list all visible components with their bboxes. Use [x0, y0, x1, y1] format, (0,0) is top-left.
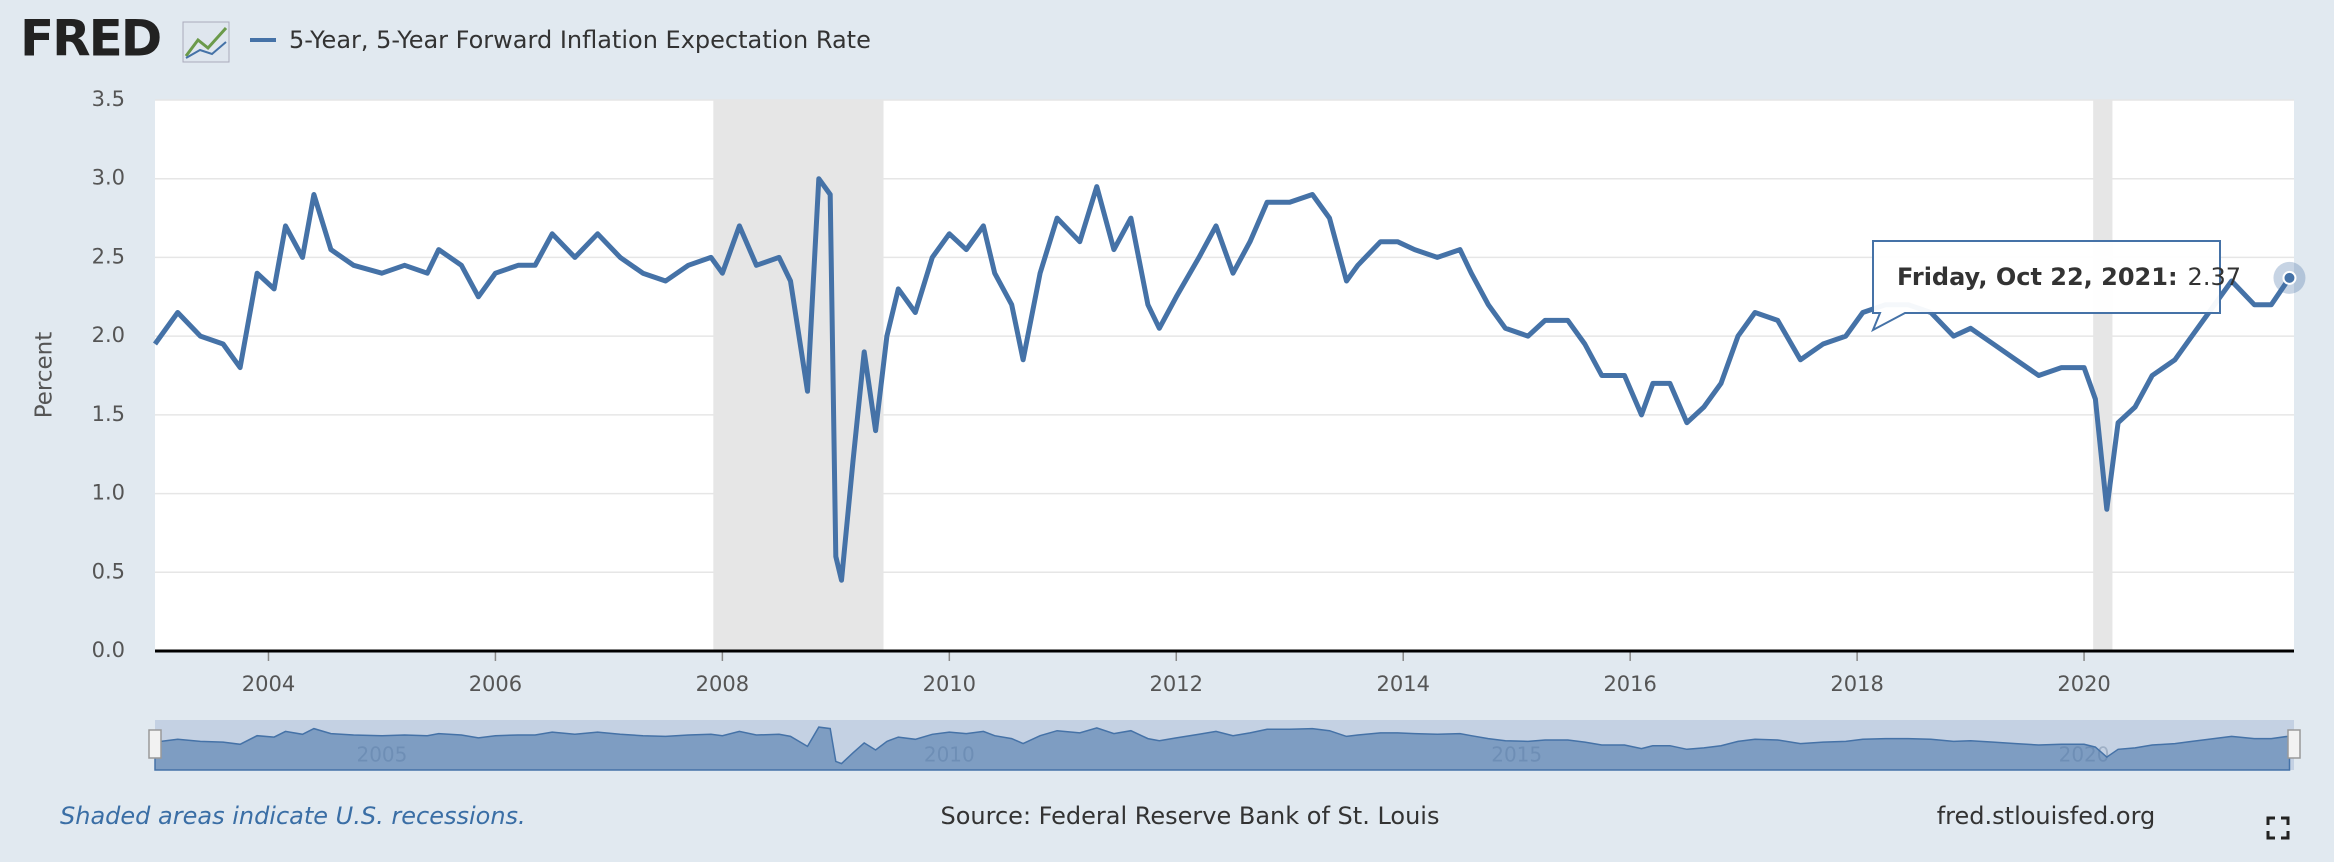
source: Source: Federal Reserve Bank of St. Loui… — [941, 802, 1440, 830]
y-tick-label: 1.5 — [92, 402, 125, 426]
tooltip-date: Friday, Oct 22, 2021: — [1897, 263, 2178, 291]
site-link[interactable]: fred.stlouisfed.org — [1937, 802, 2156, 830]
y-axis-title: Percent — [32, 332, 58, 419]
x-tick-label: 2006 — [469, 672, 522, 696]
legend-label[interactable]: 5-Year, 5-Year Forward Inflation Expecta… — [289, 26, 871, 54]
y-tick-label: 3.0 — [92, 166, 125, 190]
y-tick-label: 3.5 — [92, 87, 125, 111]
recession-band — [2093, 100, 2113, 651]
x-tick-label: 2020 — [2057, 672, 2110, 696]
recession-band — [713, 100, 884, 651]
plot-background — [155, 100, 2294, 651]
x-tick-label: 2004 — [242, 672, 295, 696]
y-tick-label: 2.0 — [92, 323, 125, 347]
y-tick-label: 0.5 — [92, 559, 125, 583]
x-tick-label: 2014 — [1376, 672, 1429, 696]
y-tick-label: 0.0 — [92, 638, 125, 662]
x-tick-label: 2016 — [1603, 672, 1656, 696]
tooltip-text: Friday, Oct 22, 2021: 2.37 — [1897, 263, 2241, 291]
y-tick-label: 1.0 — [92, 481, 125, 505]
fullscreen-icon[interactable] — [2266, 816, 2290, 840]
recession-note: Shaded areas indicate U.S. recessions. — [60, 802, 526, 830]
logo-icon — [182, 21, 230, 63]
x-tick-label: 2010 — [923, 672, 976, 696]
hover-point — [2282, 270, 2297, 285]
tooltip-value: 2.37 — [2188, 263, 2241, 291]
navigator-area — [154, 726, 2291, 771]
logo: FRED — [20, 10, 160, 68]
x-tick-label: 2012 — [1150, 672, 1203, 696]
x-tick-label: 2008 — [696, 672, 749, 696]
tooltip-box — [1871, 240, 2221, 333]
y-tick-label: 2.5 — [92, 244, 125, 268]
navigator-handle[interactable] — [148, 729, 162, 759]
navigator-handle[interactable] — [2287, 729, 2301, 759]
x-tick-label: 2018 — [1830, 672, 1883, 696]
